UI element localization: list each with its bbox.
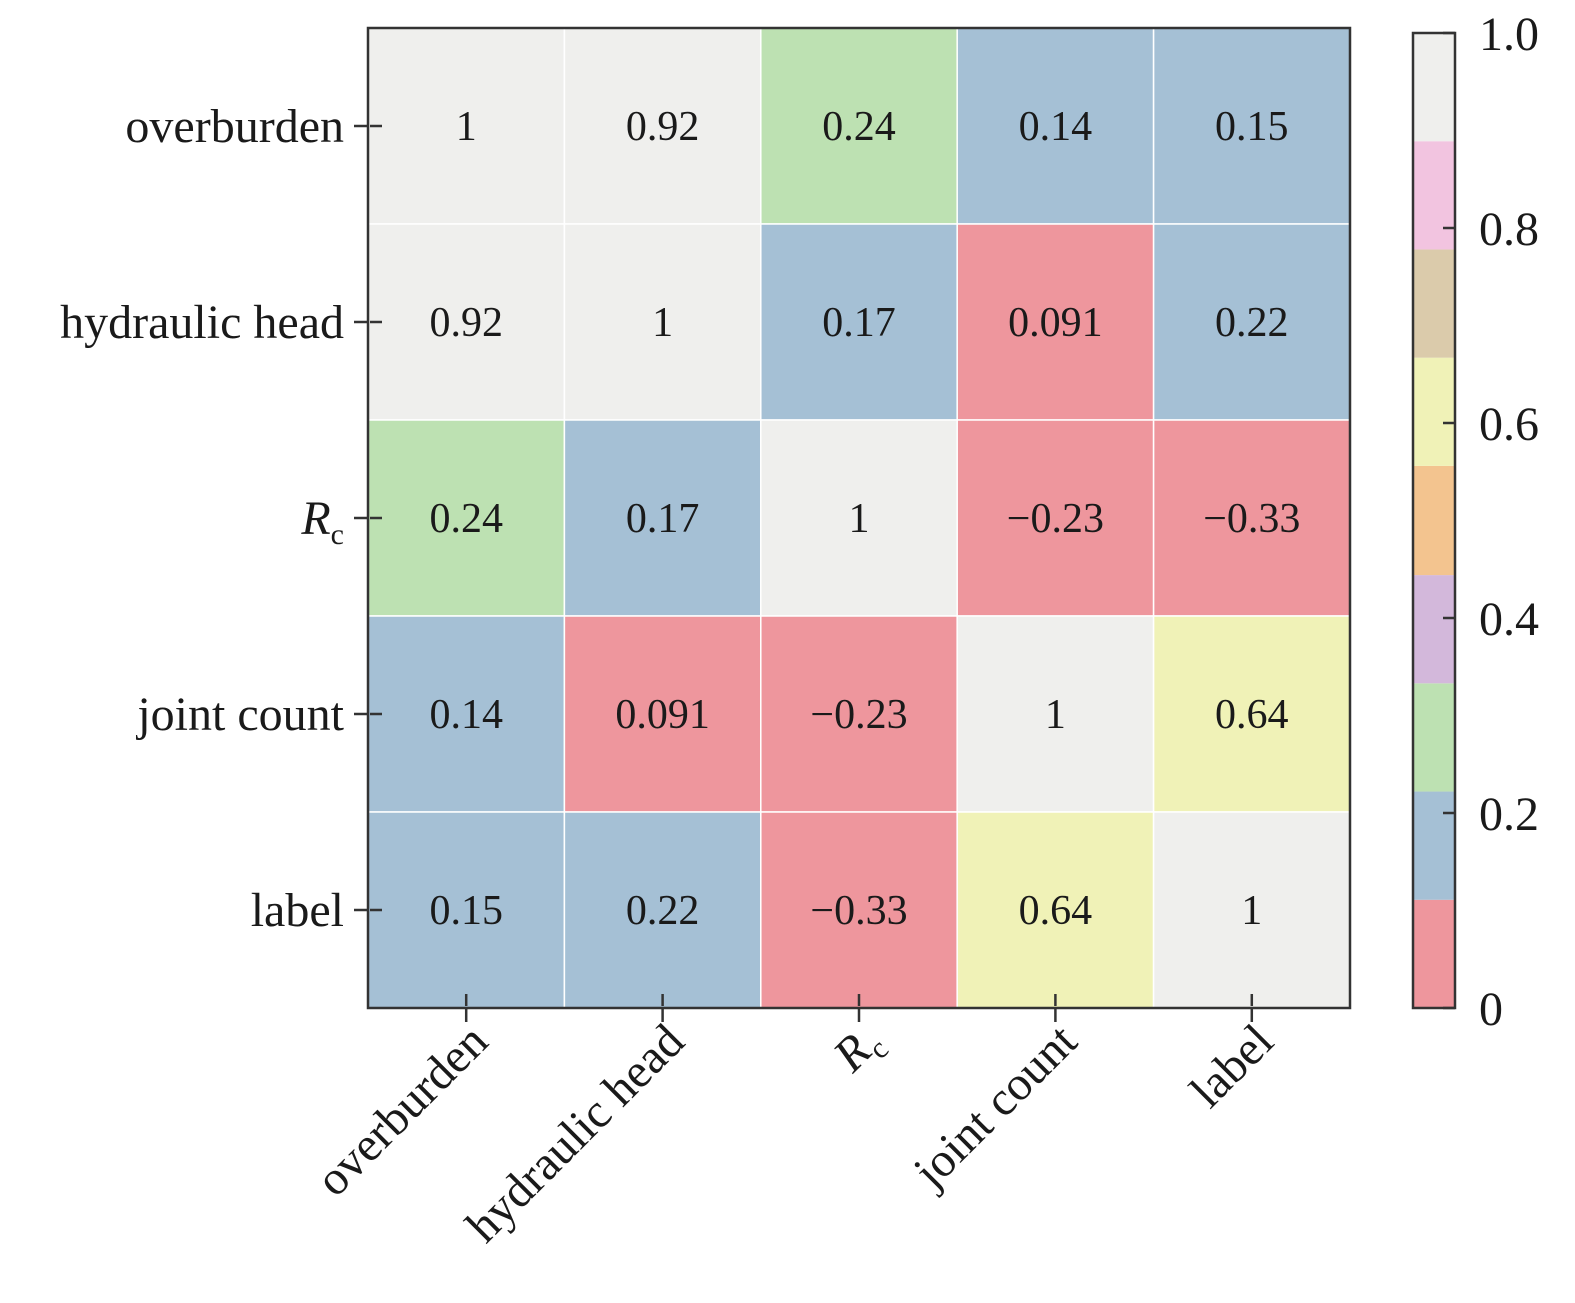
colorbar-tick-label: 0.8 — [1479, 203, 1539, 256]
colorbar-tick-label: 0.2 — [1479, 788, 1539, 841]
y-tick-label-label: label — [251, 884, 344, 937]
x-tick-label-label: label — [1180, 1014, 1283, 1117]
cell-value-label: −0.23 — [1007, 496, 1104, 542]
heatmap-cell-r0-c3 — [956, 27, 1155, 225]
cell-value-label: 1 — [1241, 888, 1262, 934]
heatmap-cell-r3-c4 — [1152, 615, 1351, 813]
cell-value-label: 0.17 — [626, 496, 700, 542]
y-tick-label-joint-count: joint count — [135, 688, 344, 741]
heatmap-cell-r1-c0 — [367, 223, 566, 421]
colorbar-bin-5 — [1413, 357, 1455, 466]
heatmap-cell-r0-c0 — [367, 27, 566, 225]
cell-value-label: 0.92 — [626, 104, 700, 150]
cell-value-label: 0.091 — [615, 692, 710, 738]
colorbar-bin-2 — [1413, 683, 1455, 792]
cell-value-label: 0.64 — [1019, 888, 1093, 934]
cell-value-label: 1 — [1045, 692, 1066, 738]
cell-value-label: 0.24 — [822, 104, 896, 150]
heatmap-cell-r2-c2 — [760, 419, 958, 617]
colorbar-bin-7 — [1413, 141, 1455, 250]
cell-value-label: 1 — [456, 104, 477, 150]
x-tick-label-joint-count: joint count — [902, 1014, 1087, 1199]
cell-value-label: 0.14 — [429, 692, 503, 738]
cell-value-label: 0.92 — [429, 300, 503, 346]
colorbar-tick-label: 1.0 — [1479, 8, 1539, 61]
colorbar-tick-label: 0.4 — [1479, 593, 1539, 646]
cell-value-label: 1 — [849, 496, 870, 542]
colorbar-bin-1 — [1413, 791, 1455, 900]
cell-value-label: −0.33 — [1203, 496, 1300, 542]
heatmap-cell-r0-c1 — [563, 27, 762, 225]
cell-value-label: 0.15 — [1215, 104, 1289, 150]
heatmap-cell-r1-c4 — [1152, 223, 1351, 421]
cell-value-label: −0.23 — [810, 692, 907, 738]
colorbar-bin-6 — [1413, 249, 1455, 358]
cell-value-label: 0.17 — [822, 300, 896, 346]
y-tick-label-rc: Rc — [300, 492, 344, 551]
cell-value-label: 0.22 — [626, 888, 700, 934]
heatmap-cell-r3-c1 — [563, 615, 762, 813]
cell-value-label: 0.64 — [1215, 692, 1289, 738]
heatmap-value-labels: 1 0.92 0.24 0.14 0.15 0.92 1 0.17 0.091 0.22 0.24 0… — [429, 104, 1300, 934]
x-tick-label-rc: Rc — [822, 1014, 895, 1087]
colorbar-tick-label: 0.6 — [1479, 398, 1539, 451]
colorbar-bin-8 — [1413, 33, 1455, 142]
heatmap-cell-r3-c2 — [760, 615, 958, 813]
heatmap-cell-r0-c4 — [1152, 27, 1351, 225]
colorbar: 0 0.2 0.4 0.6 0.8 1.0 — [1411, 8, 1539, 1036]
cell-value-label: 1 — [652, 300, 673, 346]
label-subscript: c — [331, 518, 344, 551]
colorbar-frame — [1411, 31, 1457, 1010]
heatmap-cell-r4-c1 — [563, 811, 762, 1009]
cell-value-label: 0.091 — [1008, 300, 1103, 346]
y-tick-label-hydraulic-head: hydraulic head — [60, 296, 344, 349]
colorbar-bin-4 — [1413, 465, 1455, 576]
cell-value-label: 0.24 — [429, 496, 503, 542]
y-axis: overburden hydraulic head Rc joint count lab… — [60, 100, 382, 937]
cell-value-label: −0.33 — [810, 888, 907, 934]
colorbar-bin-0 — [1413, 899, 1455, 1008]
colorbar-bin-3 — [1413, 575, 1455, 684]
heatmap-cell-r1-c2 — [760, 223, 958, 421]
heatmap-cell-r3-c3 — [956, 615, 1155, 813]
x-tick-label-overburden: overburden — [306, 1014, 498, 1206]
cell-value-label: 0.15 — [429, 888, 503, 934]
heatmap-cell-r4-c2 — [760, 811, 958, 1009]
heatmap-cell-r2-c1 — [563, 419, 762, 617]
cell-value-label: 0.22 — [1215, 300, 1289, 346]
heatmap-cell-r4-c0 — [367, 811, 566, 1009]
cell-value-label: 0.14 — [1019, 104, 1093, 150]
heatmap-cells — [367, 27, 1351, 1009]
heatmap-cell-r2-c3 — [956, 419, 1155, 617]
heatmap-cell-r2-c4 — [1152, 419, 1351, 617]
y-tick-label-overburden: overburden — [125, 100, 344, 153]
label-main: R — [300, 492, 330, 545]
colorbar-tick-label: 0 — [1479, 983, 1503, 1036]
heatmap-cell-r4-c4 — [1152, 811, 1351, 1009]
